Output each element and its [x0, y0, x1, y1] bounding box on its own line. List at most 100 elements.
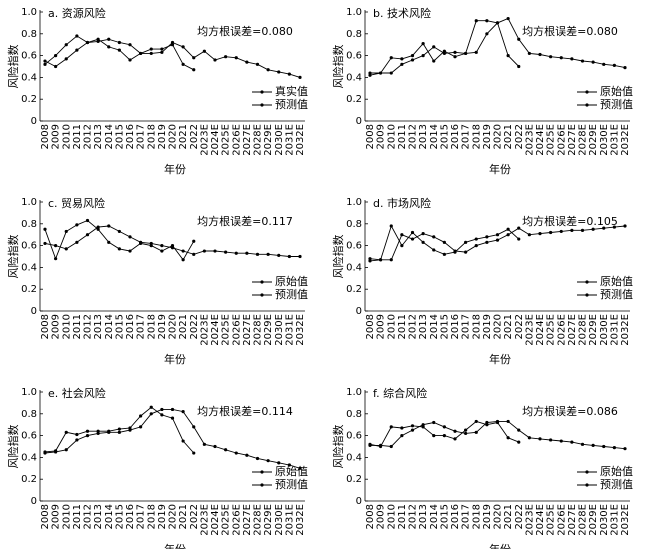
data-point — [181, 45, 185, 49]
data-point — [400, 233, 404, 237]
x-tick-label: 2027E — [242, 124, 253, 156]
data-point — [410, 58, 415, 62]
data-point — [517, 64, 521, 69]
data-point — [389, 444, 393, 449]
data-point — [85, 429, 90, 433]
x-tick-label: 2025E — [221, 124, 232, 156]
panel-title: e. 社会风险 — [48, 386, 106, 400]
data-point — [54, 257, 58, 261]
data-point — [389, 71, 393, 75]
data-point — [213, 444, 217, 449]
data-point — [506, 227, 510, 231]
data-point — [506, 436, 510, 440]
y-tick-label: 0.4 — [21, 262, 37, 273]
x-tick-label: 2022 — [514, 124, 525, 149]
data-point — [107, 224, 111, 228]
data-point — [298, 254, 302, 259]
series-line — [369, 225, 626, 262]
y-tick-label: 0.6 — [21, 51, 37, 62]
x-tick-label: 2021 — [178, 504, 189, 529]
x-tick-label: 2016 — [450, 314, 461, 339]
x-tick-label: 2029E — [588, 124, 599, 156]
data-point — [224, 448, 228, 452]
x-tick-label: 2015 — [439, 504, 450, 529]
data-point — [591, 443, 595, 448]
x-tick-label: 2020 — [493, 124, 504, 149]
x-tick-label: 2016 — [125, 124, 136, 149]
data-point — [128, 428, 132, 432]
x-tick-label: 2021 — [178, 314, 189, 339]
y-tick-label: 0.4 — [21, 72, 37, 83]
data-point — [432, 45, 436, 49]
y-tick-label: 0.8 — [21, 29, 37, 40]
legend-label: 预测值 — [600, 478, 633, 491]
x-tick-label: 2012 — [83, 504, 94, 529]
data-point — [170, 416, 175, 420]
x-tick-label: 2016 — [125, 504, 136, 529]
legend-marker — [260, 90, 264, 94]
data-point — [432, 434, 436, 438]
x-tick-label: 2010 — [386, 314, 397, 339]
x-tick-label: 2020 — [168, 314, 179, 339]
x-tick-label: 2013 — [93, 504, 104, 529]
y-tick-label: 0 — [356, 306, 362, 317]
panel-title: f. 综合风险 — [373, 386, 427, 400]
legend-marker — [260, 483, 264, 487]
data-point — [43, 451, 47, 455]
x-tick-label: 2008 — [40, 504, 51, 529]
y-tick-label: 0.4 — [346, 452, 362, 463]
legend-marker — [260, 293, 264, 297]
data-point — [202, 442, 206, 446]
data-point — [54, 244, 58, 248]
y-tick-label: 0.4 — [346, 72, 362, 83]
data-point — [64, 57, 68, 61]
data-point — [432, 420, 436, 425]
x-axis-label: 年份 — [489, 542, 511, 549]
data-point — [224, 55, 228, 59]
data-point — [368, 259, 372, 263]
x-tick-label: 2028E — [253, 314, 264, 346]
data-point — [623, 65, 627, 70]
data-point — [442, 51, 446, 56]
x-tick-label: 2012 — [83, 314, 94, 339]
data-point — [421, 240, 425, 244]
y-tick-label: 1.0 — [346, 387, 362, 398]
y-tick-label: 0.6 — [21, 431, 37, 442]
x-tick-label: 2021 — [503, 314, 514, 339]
data-point — [517, 428, 521, 432]
x-tick-label: 2024E — [210, 504, 221, 536]
x-tick-label: 2023E — [524, 124, 535, 156]
data-point — [107, 240, 111, 244]
legend-label: 预测值 — [275, 98, 308, 111]
legend-label: 预测值 — [600, 98, 633, 111]
data-point — [85, 233, 90, 237]
data-point — [485, 240, 489, 244]
annotation: 均方根误差=0.114 — [197, 404, 293, 418]
data-point — [213, 58, 217, 62]
x-axis-label: 年份 — [164, 542, 186, 549]
data-point — [485, 420, 489, 425]
x-tick-label: 2028E — [578, 124, 589, 156]
data-point — [128, 249, 132, 253]
x-tick-label: 2030E — [599, 314, 610, 346]
panel: 0 0.2 0.4 0.6 0.8 1.0 2008 2009 2010 2011 2012 2013… — [6, 6, 308, 176]
data-point — [368, 443, 372, 448]
x-axis-label: 年份 — [164, 162, 186, 176]
y-tick-label: 0 — [31, 496, 37, 507]
data-point — [43, 241, 47, 246]
data-point — [474, 237, 478, 241]
data-point — [506, 16, 510, 21]
x-tick-label: 2013 — [418, 124, 429, 149]
x-tick-label: 2020 — [493, 314, 504, 339]
x-tick-label: 2014 — [429, 124, 440, 149]
x-tick-label: 2017 — [136, 314, 147, 339]
y-tick-label: 0.2 — [21, 474, 37, 485]
x-tick-label: 2009 — [376, 124, 387, 149]
data-point — [64, 448, 68, 452]
x-tick-label: 2024E — [210, 124, 221, 156]
data-point — [287, 463, 291, 467]
y-tick-label: 0.4 — [346, 262, 362, 273]
data-point — [602, 444, 606, 449]
data-point — [580, 59, 585, 63]
data-point — [474, 50, 478, 54]
